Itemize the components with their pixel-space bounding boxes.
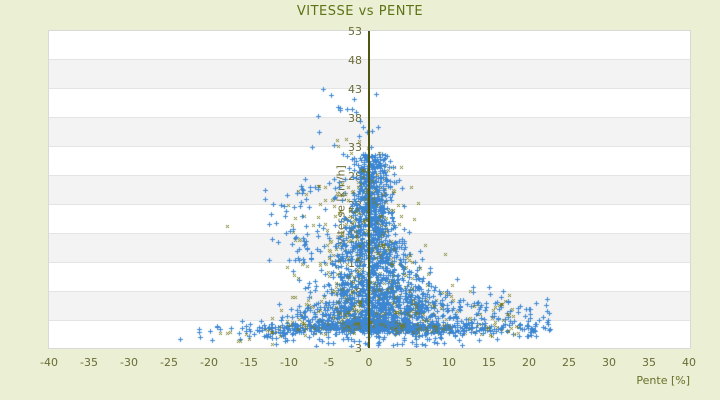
x-tick-label: 40	[682, 356, 696, 369]
x-tick-label: 30	[602, 356, 616, 369]
x-axis-title: Pente [%]	[636, 374, 690, 387]
x-tick-label: -35	[80, 356, 98, 369]
x-tick-label: -15	[240, 356, 258, 369]
x-tick-label: 20	[522, 356, 536, 369]
chart-title: VITESSE vs PENTE	[296, 4, 424, 19]
x-tick-label: -25	[160, 356, 178, 369]
x-tick-label: 35	[642, 356, 656, 369]
y-axis-line	[368, 31, 370, 348]
x-tick-label: -5	[323, 356, 335, 369]
x-tick-label: -30	[120, 356, 138, 369]
x-tick-label: 15	[482, 356, 496, 369]
x-tick-label: 5	[405, 356, 413, 369]
y-tick-label: 3	[355, 342, 362, 355]
x-tick-label: 25	[562, 356, 576, 369]
x-tick-label: 0	[365, 356, 373, 369]
x-tick-label: -40	[40, 356, 58, 369]
x-tick-label: -20	[200, 356, 218, 369]
plot-area	[48, 30, 691, 349]
x-tick-label: -10	[280, 356, 298, 369]
x-tick-label: 10	[442, 356, 456, 369]
